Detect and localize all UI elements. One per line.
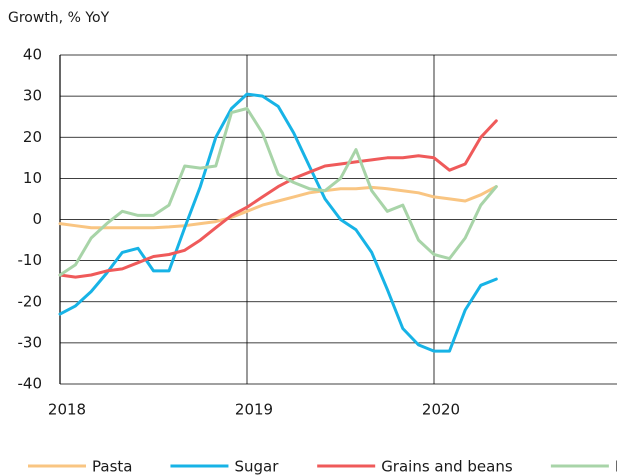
y-tick-label: 20 bbox=[23, 128, 42, 146]
y-tick-label: 10 bbox=[23, 169, 42, 187]
y-tick-label: 40 bbox=[23, 46, 42, 64]
legend-label: Sugar bbox=[234, 458, 279, 476]
legend-label: Grains and beans bbox=[381, 458, 513, 476]
x-tick-label: 2018 bbox=[48, 401, 86, 419]
series-line bbox=[58, 107, 498, 277]
x-tick-label: 2019 bbox=[235, 401, 273, 419]
y-tick-label: -40 bbox=[18, 375, 43, 393]
series-line bbox=[58, 119, 498, 279]
series-line bbox=[58, 92, 498, 353]
y-tick-label: -30 bbox=[18, 333, 43, 351]
legend-label: Eggs bbox=[615, 458, 617, 476]
y-tick-label: 30 bbox=[23, 87, 42, 105]
legend-label: Pasta bbox=[92, 458, 132, 476]
y-tick-label: 0 bbox=[32, 210, 42, 228]
series-line bbox=[58, 185, 498, 230]
chart-title: Growth, % YoY bbox=[8, 10, 110, 26]
y-tick-label: -10 bbox=[18, 251, 43, 269]
y-tick-label: -20 bbox=[18, 292, 43, 310]
x-tick-label: 2020 bbox=[422, 401, 460, 419]
